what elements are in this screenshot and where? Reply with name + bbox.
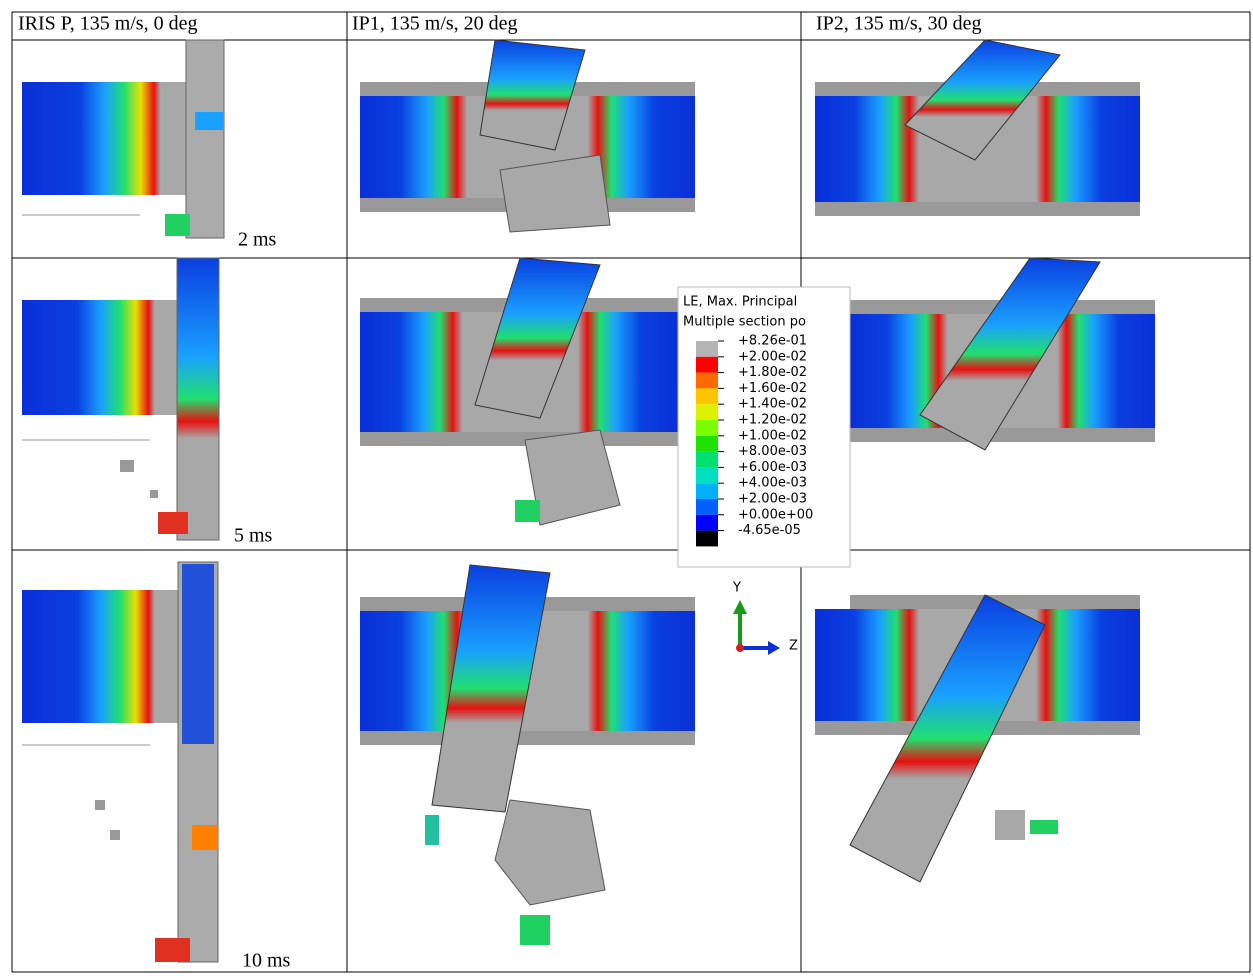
time-label: 5 ms xyxy=(234,525,273,547)
legend-swatch xyxy=(696,515,718,531)
simulation-image xyxy=(850,258,1155,450)
legend-swatch xyxy=(696,452,718,468)
simulation-image xyxy=(360,40,695,232)
axis-triad: Y Z xyxy=(732,581,798,656)
legend-swatch xyxy=(696,341,718,357)
legend-value: +6.00e-03 xyxy=(738,460,807,475)
legend-swatch xyxy=(696,467,718,483)
legend-value: +1.20e-02 xyxy=(738,413,807,428)
time-label: 2 ms xyxy=(238,229,277,251)
legend-title: LE, Max. Principal xyxy=(683,295,797,310)
legend-value: +8.00e-03 xyxy=(738,444,807,459)
legend-swatch xyxy=(696,404,718,420)
simulation-image xyxy=(360,565,695,945)
legend-swatch xyxy=(696,483,718,499)
legend-value: +1.00e-02 xyxy=(738,428,807,443)
legend-value: +4.00e-03 xyxy=(738,476,807,491)
column-header: IRIS P, 135 m/s, 0 deg xyxy=(18,13,197,35)
legend-value: +8.26e-01 xyxy=(738,334,807,349)
simulation-image xyxy=(22,562,218,962)
legend: LE, Max. Principal Multiple section po +… xyxy=(678,287,850,567)
legend-value: +2.00e-02 xyxy=(738,349,807,364)
legend-swatch xyxy=(696,373,718,389)
axis-label: Z xyxy=(789,639,798,654)
legend-swatch xyxy=(696,420,718,436)
simulation-image xyxy=(815,595,1140,882)
simulation-image xyxy=(360,258,680,525)
column-header: IP2, 135 m/s, 30 deg xyxy=(816,13,982,35)
simulation-image xyxy=(22,40,224,238)
legend-swatch xyxy=(696,388,718,404)
legend-value: +1.40e-02 xyxy=(738,397,807,412)
simulation-image xyxy=(815,40,1140,216)
legend-value: +0.00e+00 xyxy=(738,507,813,522)
legend-value: -4.65e-05 xyxy=(738,523,801,538)
legend-value: +1.60e-02 xyxy=(738,381,807,396)
legend-swatch xyxy=(696,499,718,515)
legend-value: +1.80e-02 xyxy=(738,365,807,380)
legend-title: Multiple section po xyxy=(683,315,806,330)
axis-label: Y xyxy=(732,581,741,596)
simulation-image xyxy=(22,258,219,540)
legend-value: +2.00e-03 xyxy=(738,492,807,507)
column-header: IP1, 135 m/s, 20 deg xyxy=(352,13,518,35)
legend-swatch xyxy=(696,357,718,373)
legend-swatch xyxy=(696,531,718,547)
time-label: 10 ms xyxy=(242,950,291,972)
figure: IRIS P, 135 m/s, 0 deg IP1, 135 m/s, 20 … xyxy=(0,0,1253,976)
legend-swatch xyxy=(696,436,718,452)
